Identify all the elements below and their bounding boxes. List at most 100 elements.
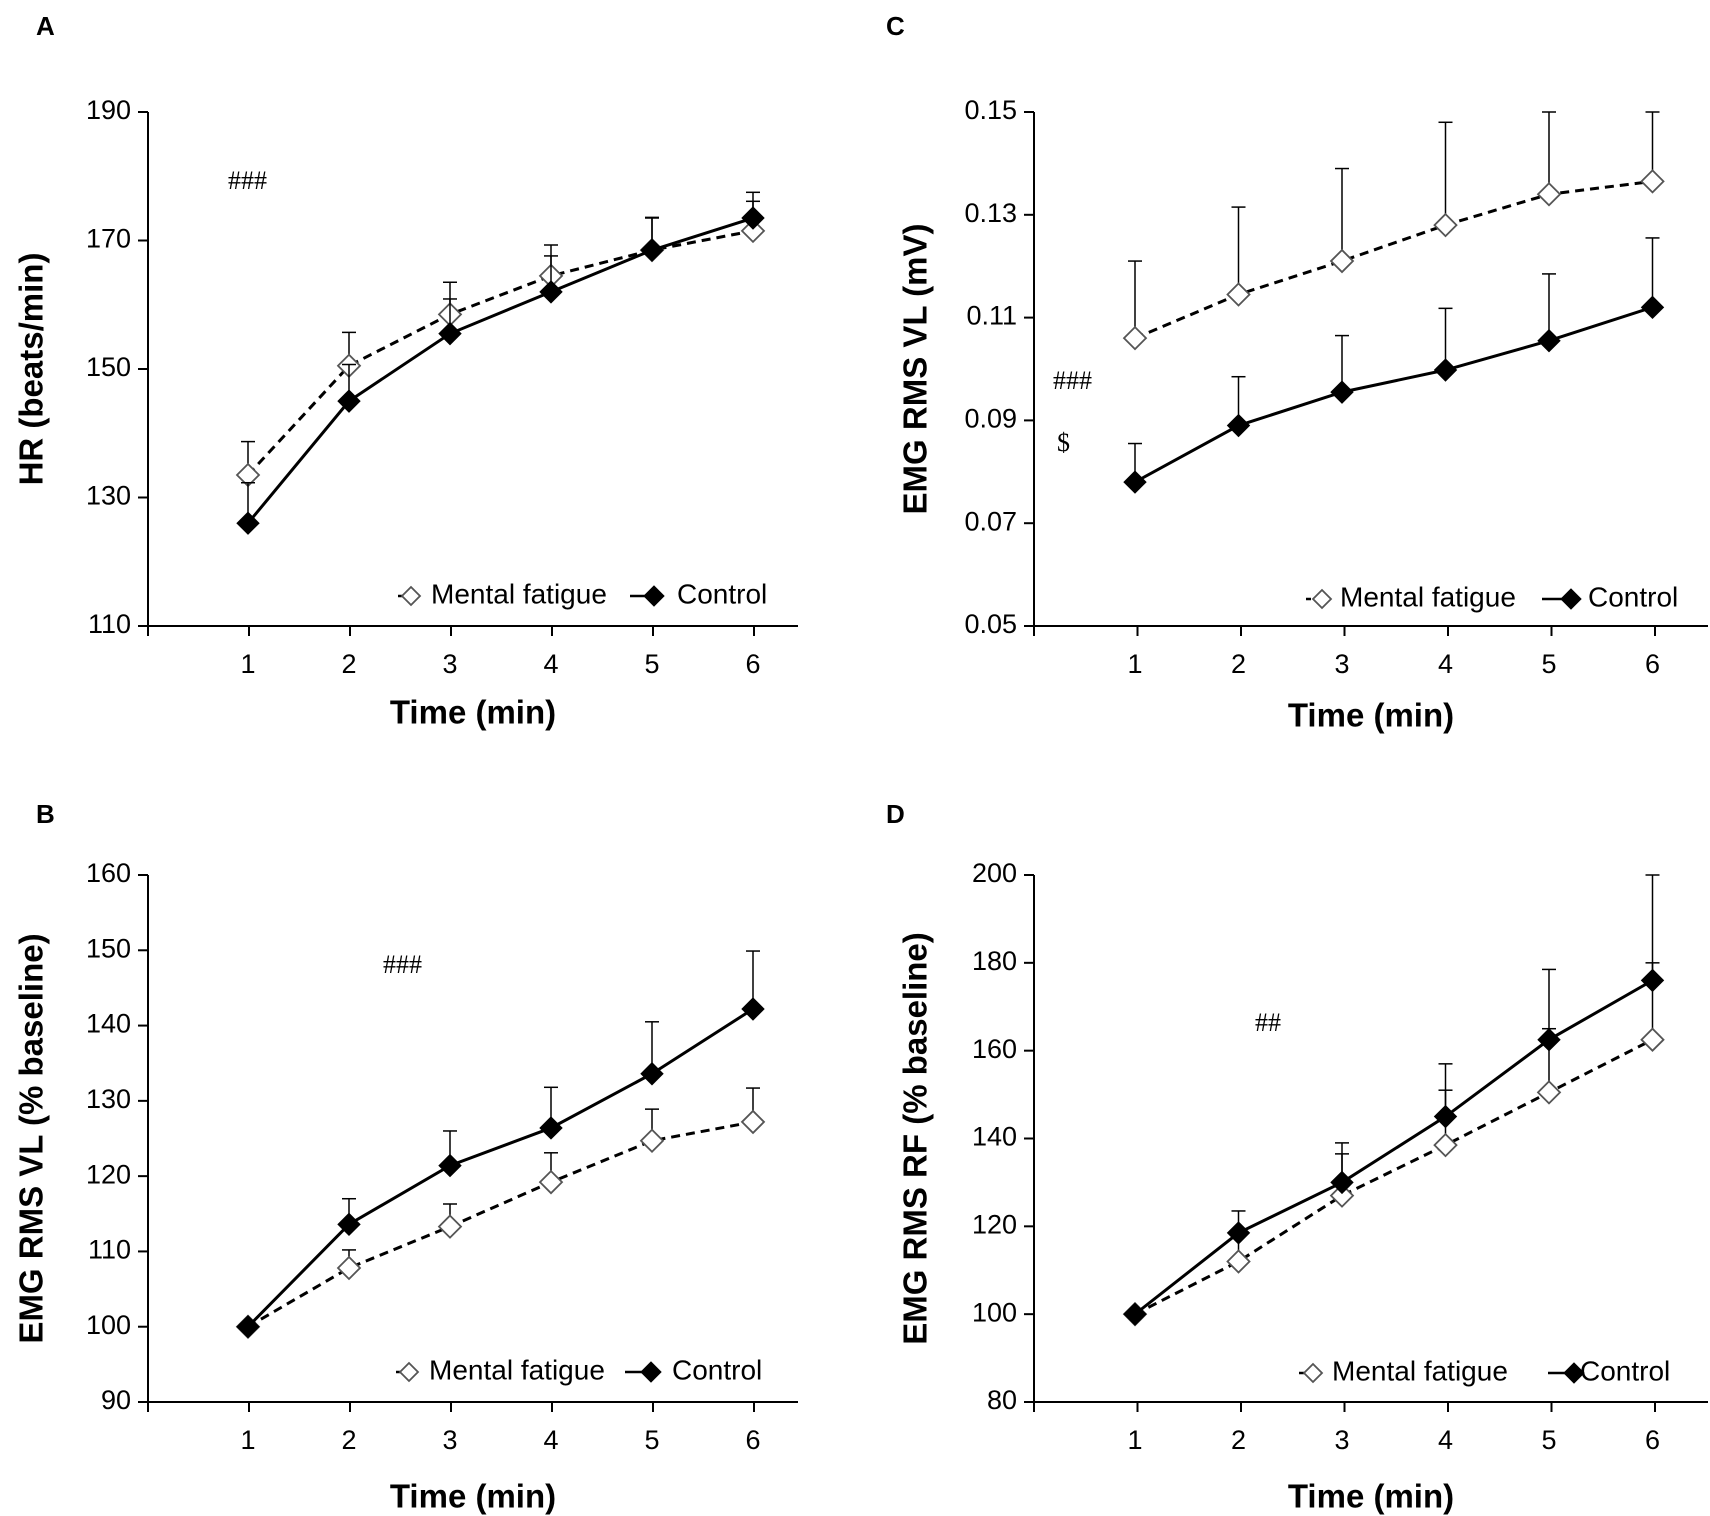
- y-tick-label: 130: [86, 481, 131, 511]
- y-tick-label: 110: [88, 609, 131, 639]
- y-tick-label: 90: [101, 1385, 131, 1415]
- panel-d: D 80 100 120 140 160 180 200 1 2 3 4 5 6 Time (min) EMG…: [886, 799, 1708, 1515]
- panel-c: C 0.05 0.07 0.09 0.11 0.13 0.15 1 2 3 4 5 6 Time (min…: [886, 11, 1708, 734]
- y-axis-title: EMG RMS VL (% baseline): [13, 933, 50, 1343]
- y-tick-label: 100: [972, 1297, 1017, 1327]
- legend-label-mental-fatigue: Mental fatigue: [429, 1354, 605, 1385]
- series-mental-fatigue: [1122, 111, 1665, 351]
- y-tick-label: 0.09: [964, 404, 1017, 434]
- data-point: [1329, 1183, 1355, 1208]
- data-point: [1330, 1170, 1354, 1195]
- x-tick-label: 1: [1127, 649, 1142, 679]
- significance-annotation: ###: [228, 166, 267, 195]
- data-point: [640, 238, 664, 262]
- x-tick-label: 2: [1231, 1425, 1246, 1455]
- series-line: [246, 1007, 754, 1328]
- x-tick-label: 6: [745, 1425, 760, 1455]
- y-axis-title: EMG RMS RF (% baseline): [897, 932, 934, 1345]
- data-point: [236, 511, 260, 535]
- x-tick-label: 6: [745, 649, 760, 679]
- data-point: [1640, 169, 1665, 194]
- legend-label-control: Control: [672, 1354, 762, 1385]
- legend-marker-control: [640, 1361, 662, 1383]
- y-tick-label: 0.13: [964, 198, 1017, 228]
- y-tick-label: 190: [86, 95, 131, 125]
- data-point: [740, 1109, 766, 1135]
- data-point: [1226, 1221, 1251, 1245]
- legend: Mental fatigue Control: [396, 1354, 762, 1385]
- data-point: [639, 1128, 665, 1154]
- data-point: [1226, 413, 1251, 438]
- series-line: [1134, 179, 1653, 340]
- significance-annotation: ###: [383, 950, 422, 979]
- significance-annotation: ###: [1053, 366, 1092, 395]
- data-point: [538, 1169, 564, 1195]
- panel-b: B 90 100 110 120 130 140 150 160 1 2 3 4 5 6 Time (min)…: [13, 799, 798, 1515]
- series-line: [247, 1120, 754, 1329]
- data-point: [1536, 181, 1562, 207]
- x-tick-label: 3: [442, 1425, 457, 1455]
- x-tick-label: 1: [240, 649, 255, 679]
- y-tick-label: 0.07: [964, 506, 1017, 536]
- y-tick-label: 150: [86, 933, 131, 963]
- data-point: [1640, 968, 1665, 993]
- data-point: [236, 1315, 260, 1339]
- y-axis-title: HR (beats/min): [13, 253, 50, 486]
- legend: Mental fatigue Control: [1306, 581, 1678, 612]
- x-tick-label: 4: [543, 1425, 558, 1455]
- x-tick-label: 5: [644, 649, 659, 679]
- x-tick-label: 1: [1127, 1425, 1142, 1455]
- y-tick-label: 110: [88, 1235, 131, 1265]
- x-tick-label: 2: [1231, 649, 1246, 679]
- data-point: [1537, 329, 1561, 353]
- legend-marker-control: [643, 585, 665, 607]
- x-axis-title: Time (min): [390, 694, 556, 731]
- data-point: [1433, 212, 1458, 238]
- data-point: [438, 1153, 462, 1178]
- series-control: [1123, 874, 1665, 1326]
- series-line: [246, 229, 754, 477]
- legend-label-mental-fatigue: Mental fatigue: [1332, 1355, 1508, 1386]
- y-tick-label: 140: [86, 1009, 131, 1039]
- series-control: [236, 950, 765, 1339]
- data-point: [741, 206, 765, 230]
- x-axis-title: Time (min): [1288, 1478, 1454, 1515]
- x-tick-label: 2: [341, 1425, 356, 1455]
- data-point: [1536, 1080, 1562, 1105]
- x-tick-label: 3: [1334, 1425, 1349, 1455]
- x-tick-label: 1: [240, 1425, 255, 1455]
- y-tick-label: 120: [972, 1209, 1017, 1239]
- data-point: [1433, 358, 1458, 382]
- panel-a: A 110 130 150 170 190 1 2 3 4 5 6 Time (min) HR (beat…: [13, 11, 798, 731]
- data-point: [1226, 282, 1251, 307]
- legend-label-mental-fatigue: Mental fatigue: [431, 578, 607, 609]
- legend-marker-mental-fatigue: [400, 585, 422, 607]
- legend: Mental fatigue Control: [398, 578, 767, 609]
- x-tick-label: 4: [1438, 649, 1453, 679]
- x-tick-label: 3: [442, 649, 457, 679]
- x-tick-label: 5: [1541, 649, 1556, 679]
- data-point: [1640, 1027, 1665, 1052]
- legend-marker-control: [1560, 588, 1582, 610]
- series-line: [1134, 305, 1653, 484]
- x-tick-label: 6: [1645, 649, 1660, 679]
- y-tick-label: 100: [86, 1310, 131, 1340]
- y-tick-label: 150: [86, 352, 131, 382]
- significance-annotation: $: [1057, 428, 1070, 457]
- data-point: [539, 1116, 563, 1140]
- data-point: [1122, 325, 1148, 351]
- data-point: [1123, 1302, 1147, 1326]
- x-tick-label: 4: [543, 649, 558, 679]
- data-point: [1330, 380, 1354, 404]
- legend-marker-mental-fatigue: [1302, 1362, 1324, 1384]
- y-tick-label: 160: [86, 858, 131, 888]
- y-tick-label: 80: [987, 1385, 1017, 1415]
- data-point: [337, 1212, 361, 1237]
- legend-marker-control: [1563, 1362, 1585, 1384]
- x-tick-label: 4: [1438, 1425, 1453, 1455]
- x-axis-title: Time (min): [1288, 697, 1454, 734]
- y-tick-label: 200: [972, 858, 1017, 888]
- legend-marker-mental-fatigue: [398, 1361, 420, 1383]
- data-point: [741, 997, 765, 1021]
- series-line: [1134, 1038, 1654, 1316]
